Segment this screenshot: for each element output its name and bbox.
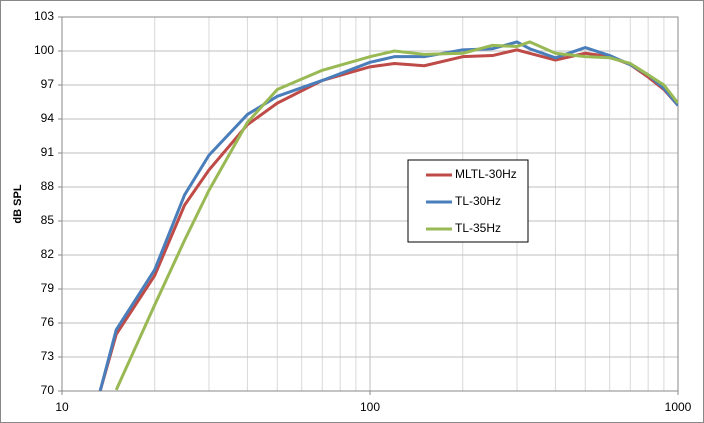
- plot-frame: [61, 16, 679, 392]
- y-tick-label: 94: [41, 111, 55, 125]
- y-tick-label: 88: [41, 179, 55, 193]
- y-tick-label: 100: [34, 43, 54, 57]
- y-tick-label: 70: [41, 383, 55, 397]
- y-tick-label: 79: [41, 281, 55, 295]
- y-tick-label: 82: [41, 247, 55, 261]
- legend-label: MLTL-30Hz: [455, 167, 517, 181]
- y-tick-label: 103: [34, 9, 54, 23]
- y-tick-label: 73: [41, 349, 55, 363]
- y-tick-label: 91: [41, 145, 55, 159]
- legend-label: TL-35Hz: [455, 221, 501, 235]
- x-tick-label: 1000: [665, 400, 692, 414]
- y-tick-label: 76: [41, 315, 55, 329]
- legend-label: TL-30Hz: [455, 194, 501, 208]
- y-axis-label: dB SPL: [12, 184, 24, 223]
- y-tick-label: 85: [41, 213, 55, 227]
- x-tick-label: 100: [360, 400, 380, 414]
- x-tick-label: 10: [55, 400, 69, 414]
- y-tick-label: 97: [41, 77, 55, 91]
- series-line: [114, 40, 678, 391]
